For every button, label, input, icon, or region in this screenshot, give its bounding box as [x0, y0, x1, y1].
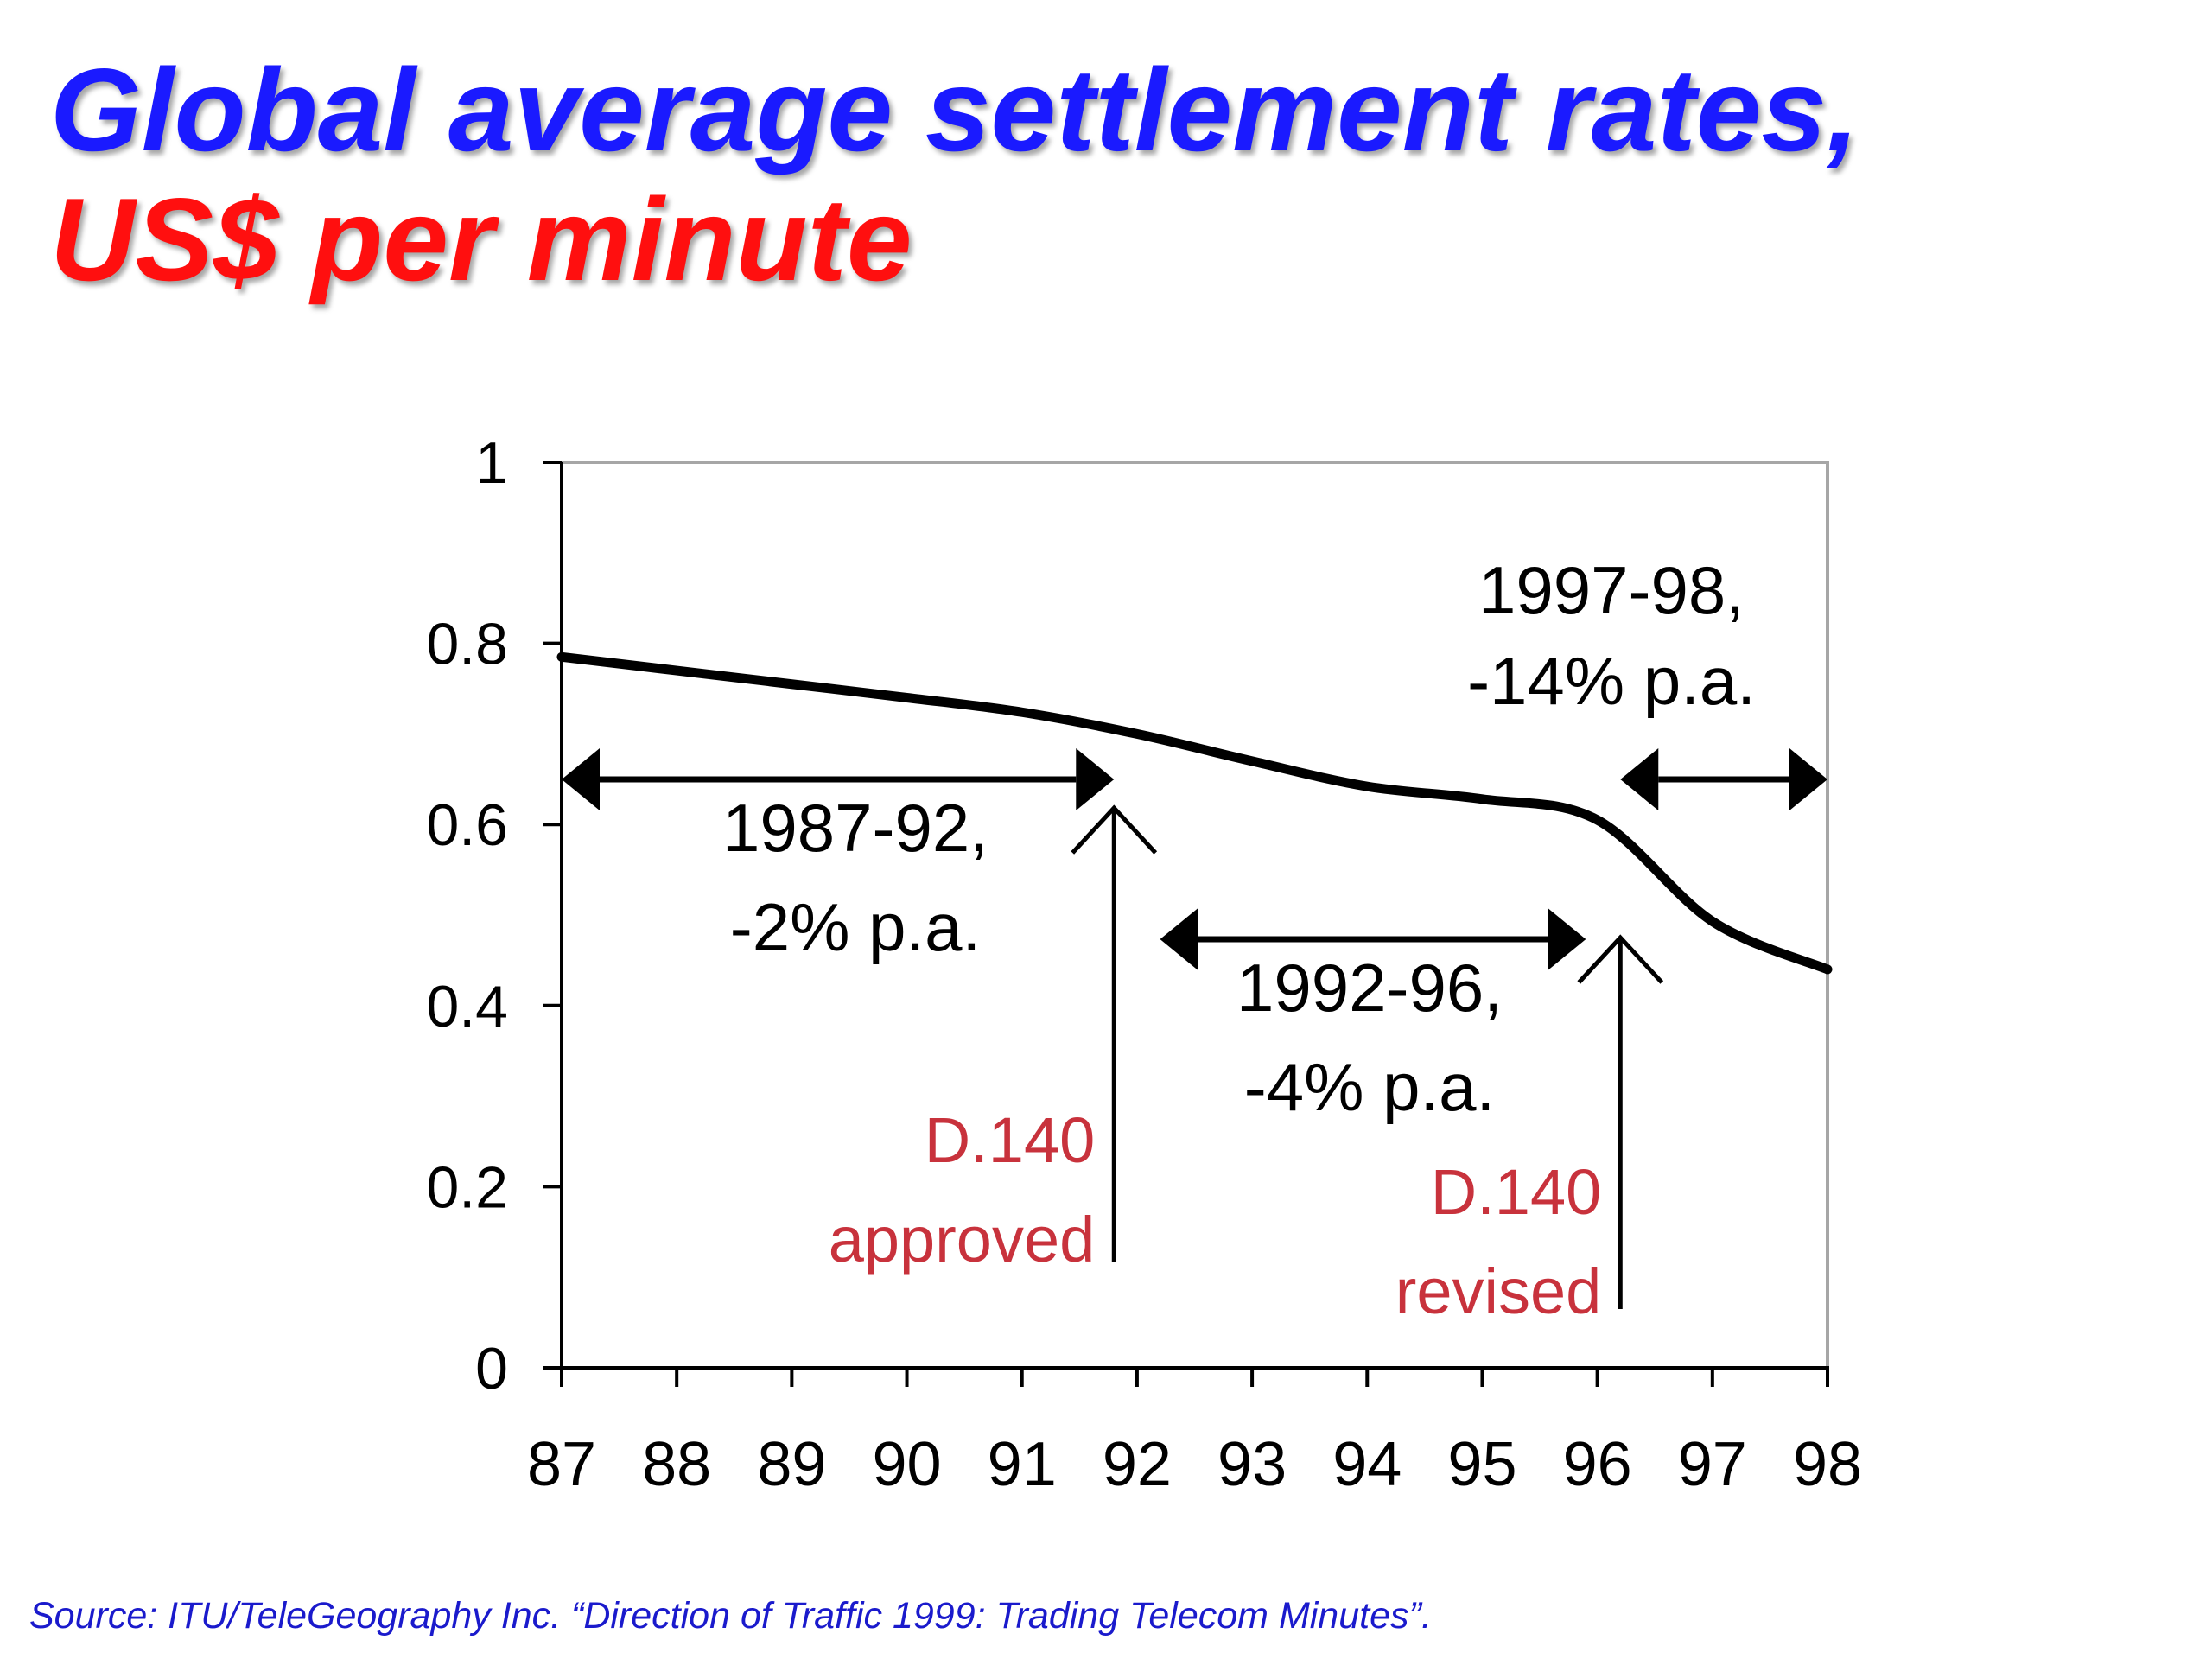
y-tick-label: 0.8: [426, 612, 508, 677]
event-label-line1: D.140: [925, 1104, 1095, 1176]
x-tick-label: 88: [642, 1430, 711, 1499]
x-tick-label: 90: [872, 1430, 941, 1499]
event-label-line2: approved: [829, 1204, 1096, 1275]
period-label-line2: -2% p.a.: [730, 889, 981, 965]
x-tick-label: 94: [1332, 1430, 1402, 1499]
period-label-line1: 1997-98,: [1478, 552, 1745, 628]
period-arrowhead-right: [1076, 748, 1115, 810]
x-tick-label: 96: [1563, 1430, 1632, 1499]
x-tick-label: 92: [1103, 1430, 1172, 1499]
period-label-line2: -4% p.a.: [1244, 1049, 1495, 1125]
plot-frame: [562, 461, 1829, 1368]
chart-title: Global average settlement rates, US$ per…: [50, 45, 1859, 304]
period-label-line1: 1992-96,: [1236, 950, 1503, 1026]
event-arrowhead: [1071, 804, 1158, 855]
x-tick-label: 98: [1793, 1430, 1862, 1499]
x-tick-label: 95: [1447, 1430, 1516, 1499]
x-tick-label: 97: [1678, 1430, 1747, 1499]
period-arrowhead-right: [1789, 748, 1827, 810]
period-label-line2: -14% p.a.: [1467, 643, 1756, 719]
y-tick-label: 1: [475, 430, 508, 496]
period-arrowhead-right: [1548, 908, 1586, 970]
y-tick-label: 0.2: [426, 1154, 508, 1220]
event-label-line2: revised: [1395, 1255, 1602, 1327]
title-line-1: Global average settlement rates,: [50, 44, 1859, 175]
source-note: Source: ITU/TeleGeography Inc. “Directio…: [29, 1595, 1432, 1637]
y-tick-label: 0: [475, 1336, 508, 1402]
period-arrowhead-left: [1160, 908, 1198, 970]
period-arrowhead-left: [1620, 748, 1659, 810]
x-tick-label: 89: [757, 1430, 826, 1499]
x-tick-label: 93: [1217, 1430, 1287, 1499]
period-label-line1: 1987-92,: [722, 790, 988, 866]
event-label-line1: D.140: [1431, 1156, 1601, 1228]
period-arrowhead-left: [562, 748, 600, 810]
x-tick-label: 87: [527, 1430, 596, 1499]
title-line-2: US$ per minute: [50, 174, 912, 305]
x-tick-label: 91: [988, 1430, 1057, 1499]
y-tick-label: 0.4: [426, 974, 508, 1039]
event-arrowhead: [1577, 934, 1664, 984]
y-tick-label: 0.6: [426, 792, 508, 858]
series-line: [556, 652, 1833, 975]
